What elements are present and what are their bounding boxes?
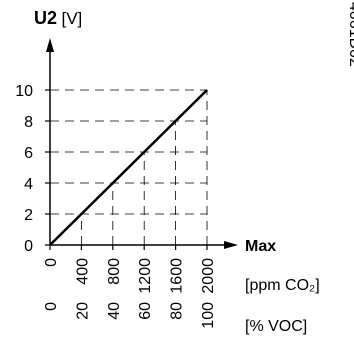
x2-tick-label: 20 [74,302,91,320]
x-tick-label: 0 [43,258,60,267]
x-tick-label: 800 [106,258,123,285]
data-line [49,89,208,246]
figure-id: 4061D02 [346,2,354,67]
x-end-label: Max [245,238,276,255]
y-label-symbol: U2 [34,8,57,28]
x-tick-label: 2000 [200,258,217,294]
y-tick-label: 0 [24,238,33,255]
y-axis-label: U2 [V] [34,8,82,28]
y-axis-arrow [46,38,54,52]
x-axis-label: [ppm CO₂] [245,277,320,294]
x-axis-arrow [224,241,238,249]
y-label-unit: [V] [61,9,82,28]
y-tick-label: 10 [15,83,33,100]
x2-axis-label: [% VOC] [245,318,307,335]
y-tick-label: 6 [24,145,33,162]
y-tick-label: 8 [24,114,33,131]
x2-tick-label: 100 [200,302,217,329]
x-tick-label: 1600 [169,258,186,294]
x-tick-label: 1200 [137,258,154,294]
y-tick-label: 4 [24,176,33,193]
x2-tick-label: 80 [169,302,186,320]
x2-tick-label: 0 [43,302,60,311]
y-tick-label: 2 [24,207,33,224]
x-tick-label: 400 [74,258,91,285]
x2-tick-label: 40 [106,302,123,320]
x2-tick-label: 60 [137,302,154,320]
